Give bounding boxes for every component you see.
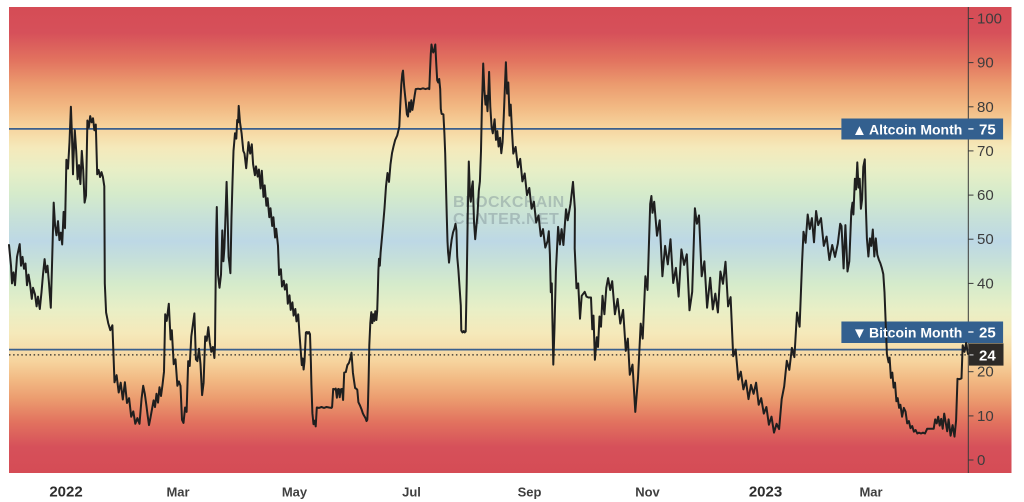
svg-text:Mar: Mar: [166, 485, 189, 500]
svg-text:60: 60: [977, 187, 994, 204]
svg-text:75: 75: [979, 122, 996, 139]
svg-text:▲: ▲: [852, 122, 867, 139]
svg-text:Nov: Nov: [635, 485, 660, 500]
svg-text:24: 24: [979, 348, 996, 365]
svg-text:10: 10: [977, 408, 994, 425]
svg-text:2023: 2023: [749, 484, 782, 501]
svg-text:Altcoin Month: Altcoin Month: [869, 122, 962, 138]
svg-text:20: 20: [977, 364, 994, 381]
svg-text:BLOCKCHAIN: BLOCKCHAIN: [453, 194, 565, 211]
svg-text:50: 50: [977, 231, 994, 248]
svg-text:90: 90: [977, 55, 994, 72]
svg-text:CENTER.NET: CENTER.NET: [453, 211, 559, 228]
svg-text:Jul: Jul: [402, 485, 421, 500]
svg-text:▼: ▼: [852, 325, 867, 342]
svg-text:80: 80: [977, 99, 994, 116]
svg-text:2022: 2022: [49, 484, 82, 501]
svg-text:100: 100: [977, 11, 1002, 28]
svg-text:May: May: [282, 485, 308, 500]
svg-text:0: 0: [977, 452, 985, 469]
svg-text:70: 70: [977, 143, 994, 160]
svg-text:40: 40: [977, 275, 994, 292]
svg-text:Mar: Mar: [859, 485, 882, 500]
svg-text:Sep: Sep: [518, 485, 542, 500]
svg-text:25: 25: [979, 325, 996, 342]
svg-text:Bitcoin Month: Bitcoin Month: [869, 325, 962, 341]
